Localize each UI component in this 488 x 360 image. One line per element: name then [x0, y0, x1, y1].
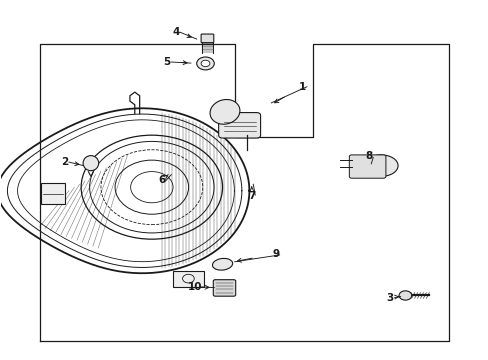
Text: 7: 7 — [247, 191, 255, 201]
Circle shape — [201, 60, 209, 67]
Text: 3: 3 — [386, 293, 393, 303]
FancyBboxPatch shape — [213, 280, 235, 296]
FancyBboxPatch shape — [348, 155, 385, 178]
Ellipse shape — [210, 99, 240, 124]
Text: 5: 5 — [163, 57, 170, 67]
Ellipse shape — [83, 156, 99, 171]
Circle shape — [196, 57, 214, 70]
Text: 4: 4 — [172, 27, 180, 37]
Ellipse shape — [363, 155, 397, 176]
Text: 10: 10 — [187, 282, 202, 292]
Text: 1: 1 — [298, 82, 305, 92]
Text: 2: 2 — [61, 157, 68, 167]
Text: 8: 8 — [365, 150, 372, 161]
FancyBboxPatch shape — [218, 113, 260, 138]
FancyBboxPatch shape — [172, 271, 203, 287]
FancyBboxPatch shape — [41, 183, 65, 204]
Ellipse shape — [212, 258, 232, 270]
Text: 9: 9 — [272, 248, 279, 258]
Circle shape — [398, 291, 411, 300]
Text: 6: 6 — [158, 175, 165, 185]
FancyBboxPatch shape — [201, 34, 213, 42]
